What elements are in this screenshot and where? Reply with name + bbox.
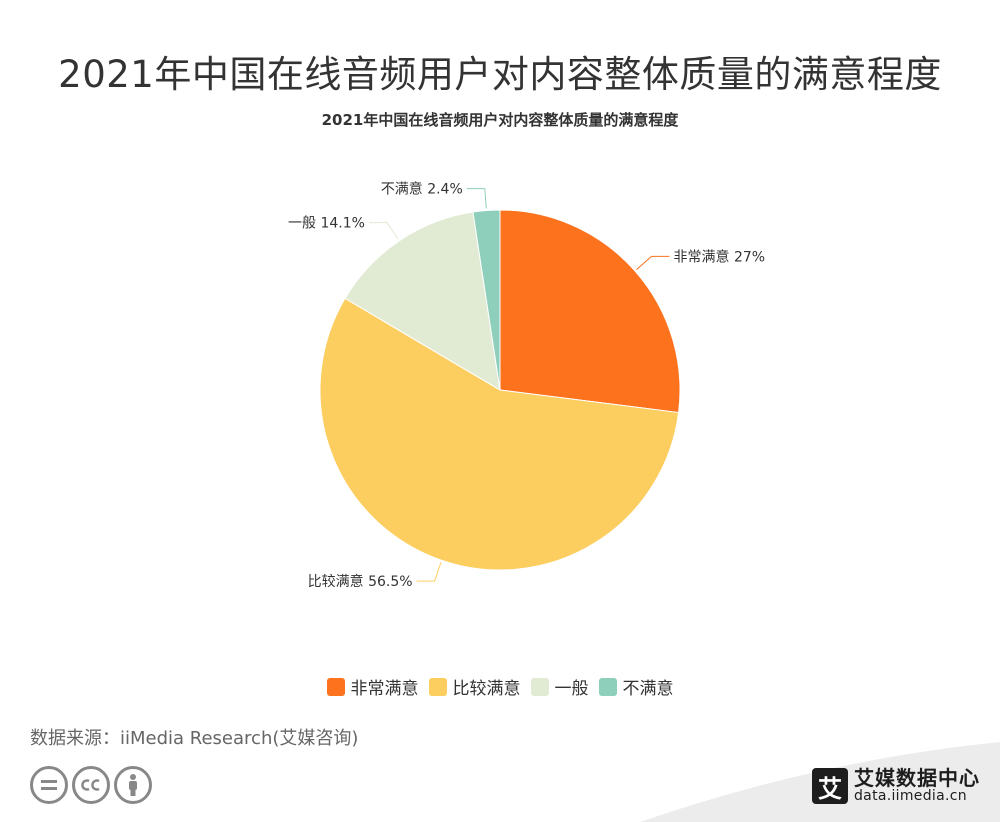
brand-url: data.iimedia.cn	[854, 788, 967, 805]
brand-logo: 艾	[812, 768, 848, 804]
legend-swatch-3	[598, 677, 617, 696]
license-icons	[30, 766, 152, 804]
source-note: 数据来源：iiMedia Research(艾媒咨询)	[30, 728, 359, 749]
chart-title: 2021年中国在线音频用户对内容整体质量的满意程度	[321, 111, 679, 129]
legend: 非常满意 比较满意 一般 不满意	[0, 674, 1000, 699]
legend-swatch-1	[428, 677, 447, 696]
legend-label-0: 非常满意	[350, 679, 419, 699]
leader-line-0	[636, 255, 670, 271]
pie-slice-1	[319, 297, 680, 571]
pie-slice-2	[344, 211, 501, 391]
person-icon	[114, 766, 152, 804]
data-label-3: 不满意 2.4%	[381, 181, 463, 198]
data-label-2: 一般 14.1%	[288, 216, 365, 232]
data-label-0: 非常满意 27%	[674, 248, 766, 265]
brand: 艾 艾媒数据中心 data.iimedia.cn	[812, 768, 980, 804]
legend-item-3[interactable]: 不满意	[598, 674, 674, 699]
legend-swatch-2	[530, 677, 549, 696]
legend-item-2[interactable]: 一般	[530, 674, 589, 699]
legend-label-3: 不满意	[622, 679, 674, 699]
pie-slice-3	[472, 209, 501, 391]
leader-line-1	[416, 562, 442, 582]
leader-line-2	[368, 222, 399, 240]
data-label-1: 比较满意 56.5%	[308, 573, 413, 590]
legend-label-1: 比较满意	[452, 679, 521, 699]
legend-swatch-0	[326, 677, 345, 696]
legend-item-1[interactable]: 比较满意	[428, 674, 521, 699]
cc-icon	[72, 766, 110, 804]
legend-label-2: 一般	[554, 679, 589, 699]
brand-name: 艾媒数据中心	[854, 766, 980, 791]
leader-line-3	[466, 188, 487, 209]
pie-slice-0	[499, 209, 681, 414]
legend-item-0[interactable]: 非常满意	[326, 674, 419, 699]
page-title: 2021年中国在线音频用户对内容整体质量的满意程度	[58, 53, 942, 96]
equals-icon	[30, 766, 68, 804]
